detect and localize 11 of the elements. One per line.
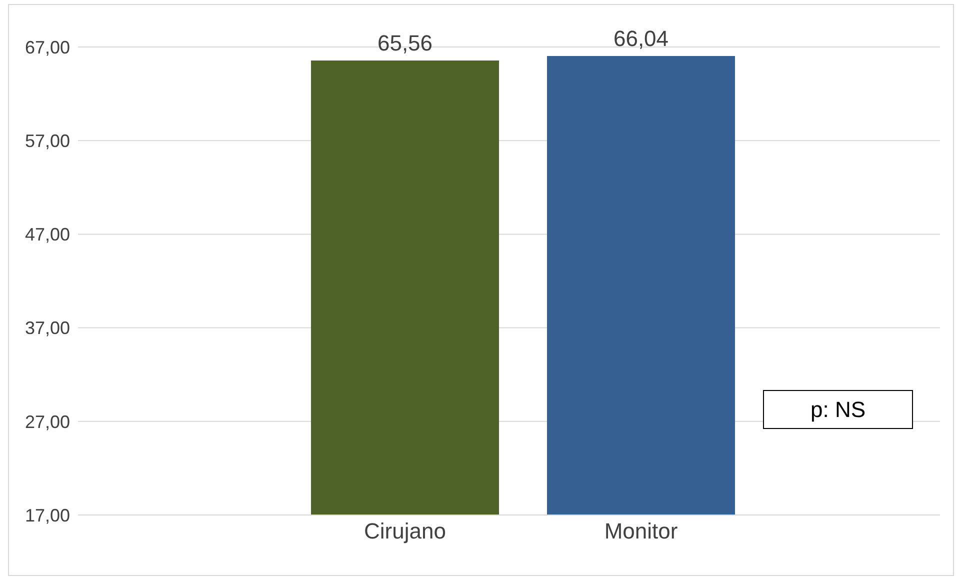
note-box: p: NS: [763, 390, 913, 429]
y-tick-label: 67,00: [24, 37, 70, 58]
y-tick-label: 17,00: [24, 505, 70, 526]
data-label: 65,56: [377, 30, 433, 56]
y-tick-label: 47,00: [24, 224, 70, 245]
data-label: 66,04: [613, 26, 669, 51]
x-tick-label: Cirujano: [364, 518, 446, 544]
y-tick-label: 37,00: [24, 318, 70, 338]
y-tick-label: 57,00: [24, 130, 70, 151]
y-tick-label: 27,00: [24, 412, 70, 432]
x-tick-label: Monitor: [604, 518, 678, 544]
